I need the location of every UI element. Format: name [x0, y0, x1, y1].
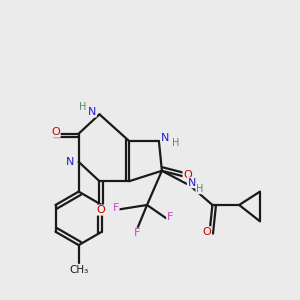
Text: N: N — [188, 178, 196, 188]
Text: H: H — [80, 102, 87, 112]
Text: F: F — [167, 212, 173, 223]
Text: O: O — [97, 205, 105, 215]
Text: O: O — [51, 127, 60, 137]
Text: CH₃: CH₃ — [69, 265, 88, 275]
Text: O: O — [183, 170, 192, 180]
Text: H: H — [172, 138, 179, 148]
Text: N: N — [88, 107, 96, 117]
Text: O: O — [202, 227, 211, 237]
Text: F: F — [112, 203, 119, 213]
Text: F: F — [134, 228, 141, 238]
Text: H: H — [196, 184, 203, 194]
Text: N: N — [66, 157, 74, 167]
Text: N: N — [161, 133, 169, 143]
